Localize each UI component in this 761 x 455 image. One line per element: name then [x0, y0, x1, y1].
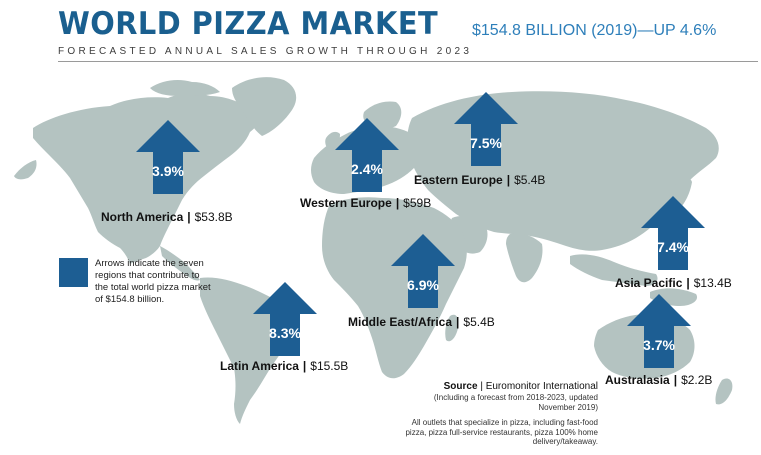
- region-value: $53.8B: [194, 210, 233, 224]
- region-name: Middle East/Africa: [348, 315, 453, 329]
- land-africa: [322, 197, 467, 379]
- land-india: [506, 233, 543, 283]
- land-madagascar: [445, 314, 459, 342]
- arrow-shape: [253, 282, 317, 356]
- separator: |: [302, 359, 307, 373]
- land-greenland: [232, 77, 297, 136]
- arrow-shape: [335, 118, 399, 192]
- land-alaska: [14, 160, 37, 180]
- region-value: $59B: [403, 196, 432, 210]
- region-label-australasia: Australasia | $2.2B: [605, 373, 712, 387]
- source-detail: (Including a forecast from 2018-2023, up…: [433, 393, 598, 412]
- separator: |: [673, 373, 678, 387]
- growth-arrow-eastern-europe: 7.5%: [454, 92, 518, 166]
- region-value: $5.4B: [514, 173, 546, 187]
- arrow-shape: [454, 92, 518, 166]
- growth-arrow-latin-america: 8.3%: [253, 282, 317, 356]
- arrow-growth-label: 2.4%: [351, 161, 383, 177]
- arrow-growth-label: 7.5%: [470, 135, 502, 151]
- arrow-shape: [136, 120, 200, 194]
- arrow-growth-label: 7.4%: [657, 239, 689, 255]
- arrow-shape: [641, 196, 705, 270]
- region-label-north-america: North America | $53.8B: [101, 210, 233, 224]
- arrow-growth-label: 8.3%: [269, 325, 301, 341]
- legend-swatch: [59, 258, 88, 287]
- page-title: WORLD PIZZA MARKET: [58, 6, 439, 42]
- separator: |: [187, 210, 191, 224]
- region-name: Australasia: [605, 373, 670, 387]
- arrow-growth-label: 6.9%: [407, 277, 439, 293]
- source-block: Source | Euromonitor International (Incl…: [398, 381, 598, 447]
- region-value: $5.4B: [463, 315, 495, 329]
- land-se-asia: [570, 254, 658, 286]
- market-total-headline: $154.8 BILLION (2019)—UP 4.6%: [472, 22, 717, 39]
- arrow-shape: [391, 234, 455, 308]
- separator: |: [686, 276, 690, 290]
- region-name: Latin America: [220, 359, 299, 373]
- region-value: $13.4B: [693, 276, 732, 290]
- region-label-asia-pacific: Asia Pacific | $13.4B: [615, 276, 732, 290]
- region-name: Western Europe: [300, 196, 392, 210]
- growth-arrow-north-america: 3.9%: [136, 120, 200, 194]
- arrow-shape: [627, 294, 691, 368]
- header-divider: [58, 61, 758, 62]
- arrow-growth-label: 3.7%: [643, 337, 675, 353]
- source-label: Source: [443, 381, 478, 392]
- source-org: Euromonitor International: [485, 381, 598, 392]
- land-new-zealand: [715, 378, 733, 405]
- region-label-eastern-europe: Eastern Europe | $5.4B: [414, 173, 545, 187]
- region-label-latin-america: Latin America | $15.5B: [220, 359, 348, 373]
- growth-arrow-western-europe: 2.4%: [335, 118, 399, 192]
- source-note: All outlets that specialize in pizza, in…: [405, 418, 598, 446]
- land-scandinavia: [363, 101, 402, 129]
- page-subtitle: FORECASTED ANNUAL SALES GROWTH THROUGH 2…: [58, 46, 473, 57]
- region-value: $2.2B: [681, 373, 713, 387]
- region-name: Asia Pacific: [615, 276, 683, 290]
- region-label-middle-east-africa: Middle East/Africa | $5.4B: [348, 315, 495, 329]
- separator: |: [456, 315, 460, 329]
- arrow-growth-label: 3.9%: [152, 163, 184, 179]
- growth-arrow-australasia: 3.7%: [627, 294, 691, 368]
- land-canada-arctic: [150, 80, 220, 96]
- land-central-america: [160, 246, 200, 281]
- region-name: North America: [101, 210, 184, 224]
- land-north-america: [33, 93, 259, 264]
- separator: |: [395, 196, 400, 210]
- growth-arrows: 3.9% 2.4% 7.5% 7.4% 6.9% 8.3% 3.7%: [136, 92, 705, 368]
- legend-text: Arrows indicate the seven regions that c…: [95, 258, 211, 305]
- region-value: $15.5B: [310, 359, 349, 373]
- region-label-western-europe: Western Europe | $59B: [300, 196, 431, 210]
- land-uk: [325, 131, 340, 152]
- source-heading: Source | Euromonitor International: [443, 381, 598, 392]
- region-name: Eastern Europe: [414, 173, 503, 187]
- separator: |: [506, 173, 511, 187]
- growth-arrow-middle-east-africa: 6.9%: [391, 234, 455, 308]
- growth-arrow-asia-pacific: 7.4%: [641, 196, 705, 270]
